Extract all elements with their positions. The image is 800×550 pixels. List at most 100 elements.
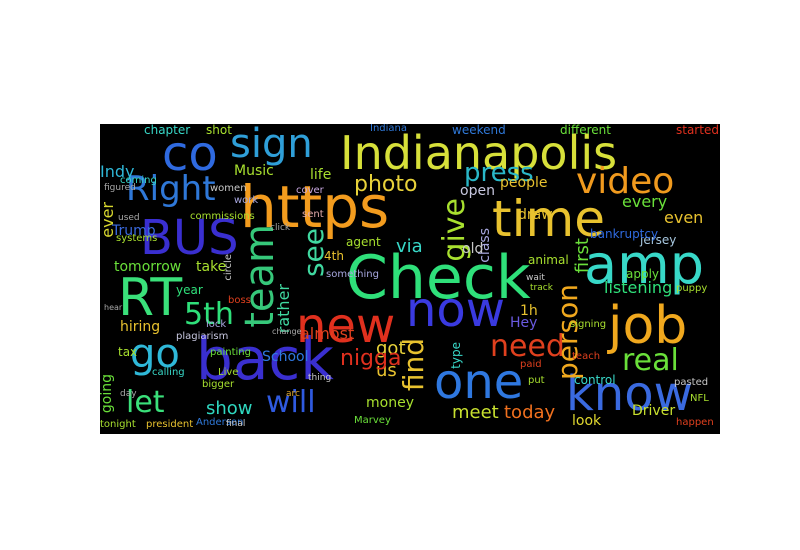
word-systems: systems: [116, 233, 158, 244]
word-bus: BUS: [140, 210, 239, 266]
word-commissions: commissions: [190, 211, 255, 222]
word-plagiarism: plagiarism: [176, 331, 229, 342]
word-1h: 1h: [520, 303, 538, 319]
word-press: press: [464, 158, 534, 188]
word-women: women: [210, 183, 247, 194]
word-something: something: [326, 269, 379, 280]
word-wait: wait: [526, 273, 545, 283]
word-control: control: [574, 373, 616, 387]
word-via: via: [396, 236, 423, 257]
word-thing: thing: [308, 373, 332, 383]
word-co: co: [162, 126, 218, 182]
word-hear: hear: [104, 303, 123, 312]
word-figured: figured: [104, 183, 136, 193]
word-type: type: [449, 342, 463, 369]
word-look: look: [572, 413, 602, 429]
word-almost: almost: [300, 324, 355, 343]
word-person: person: [551, 284, 584, 380]
word-job: job: [608, 296, 688, 356]
word-music: Music: [234, 163, 274, 179]
word-apply: apply: [626, 267, 660, 281]
word-calling: calling: [152, 367, 185, 378]
word-jersey: jersey: [640, 233, 677, 247]
word-year: year: [176, 283, 203, 297]
word-draw: draw: [518, 207, 553, 223]
word-bankruptcy: bankruptcy: [590, 227, 659, 241]
word-rt: RT: [118, 268, 183, 328]
word-marvey: Marvey: [354, 415, 391, 426]
word-people: people: [500, 175, 548, 191]
word-bigger: bigger: [202, 379, 235, 390]
word-tomorrow: tomorrow: [114, 259, 182, 275]
word-president: president: [146, 419, 194, 430]
word-got: got: [376, 338, 406, 359]
word-circle: circle: [223, 254, 234, 281]
word-different: different: [560, 124, 611, 137]
word-video: video: [576, 161, 675, 202]
word-https: https: [240, 173, 390, 241]
word-tax: tax: [118, 345, 138, 359]
word-driver: Driver: [632, 403, 676, 419]
word-shot: shot: [206, 124, 232, 137]
word-photo: photo: [354, 172, 418, 197]
word-money: money: [366, 395, 414, 411]
word-agent: agent: [346, 235, 381, 249]
word-first: first: [572, 238, 593, 274]
word-track: track: [530, 283, 553, 293]
word-back: back: [196, 325, 334, 393]
word-day: day: [120, 389, 137, 399]
word-cloud: Indianapolis https Check back co sign time amp j…: [100, 124, 720, 434]
word-tonight: tonight: [100, 419, 136, 430]
word-even: even: [664, 208, 704, 227]
word-boss: boss: [228, 295, 251, 306]
word-new: new: [296, 298, 396, 354]
word-5th: 5th: [184, 297, 234, 332]
word-time: time: [492, 190, 605, 248]
word-meet: meet: [452, 402, 499, 423]
word-indiana: Indiana: [370, 124, 408, 134]
word-used: used: [118, 213, 140, 223]
word-need: need: [490, 329, 565, 364]
word-cover: cover: [296, 185, 324, 196]
word-nigga: nigga: [340, 346, 402, 371]
word-will: will: [266, 385, 316, 420]
word-listening: listening: [604, 278, 673, 297]
word-old: old: [462, 241, 484, 257]
word-take: take: [196, 259, 227, 275]
word-indianapolis: Indianapolis: [340, 126, 618, 180]
word-painting: painting: [210, 347, 251, 358]
word-hiring: hiring: [120, 319, 161, 335]
word-lock: lock: [206, 319, 227, 330]
word-puppy: puppy: [676, 283, 708, 294]
word-weekend: weekend: [452, 124, 506, 137]
word-work: work: [234, 195, 259, 206]
word-amp: amp: [584, 233, 704, 296]
word-show: show: [206, 398, 253, 419]
word-know: know: [566, 366, 693, 422]
word-hey: Hey: [510, 315, 538, 331]
word-every: every: [622, 192, 668, 211]
word-life: life: [310, 167, 332, 183]
word-arc: arc: [286, 389, 300, 399]
word-anderson: Anderson: [196, 417, 244, 428]
word-going: going: [100, 374, 115, 414]
word-indy: Indy: [100, 162, 135, 181]
word-open: open: [460, 183, 495, 199]
word-teach: teach: [572, 351, 601, 362]
word-let: let: [126, 385, 165, 420]
word-final: final: [226, 419, 246, 429]
word-nfl: NFL: [690, 393, 709, 404]
word-go: go: [130, 331, 180, 377]
word-change: change: [272, 327, 302, 336]
word-school: School: [262, 349, 309, 365]
word-trump: Trump: [112, 223, 156, 239]
word-real: real: [622, 343, 679, 378]
word-paid: paid: [520, 359, 542, 370]
word-now: now: [406, 282, 506, 338]
word-animal: animal: [528, 253, 569, 267]
word-click: click: [270, 223, 291, 233]
word-sign: sign: [230, 124, 313, 167]
word-pasted: pasted: [674, 377, 709, 388]
word-one: one: [434, 354, 524, 410]
word-coming: coming: [120, 175, 157, 186]
